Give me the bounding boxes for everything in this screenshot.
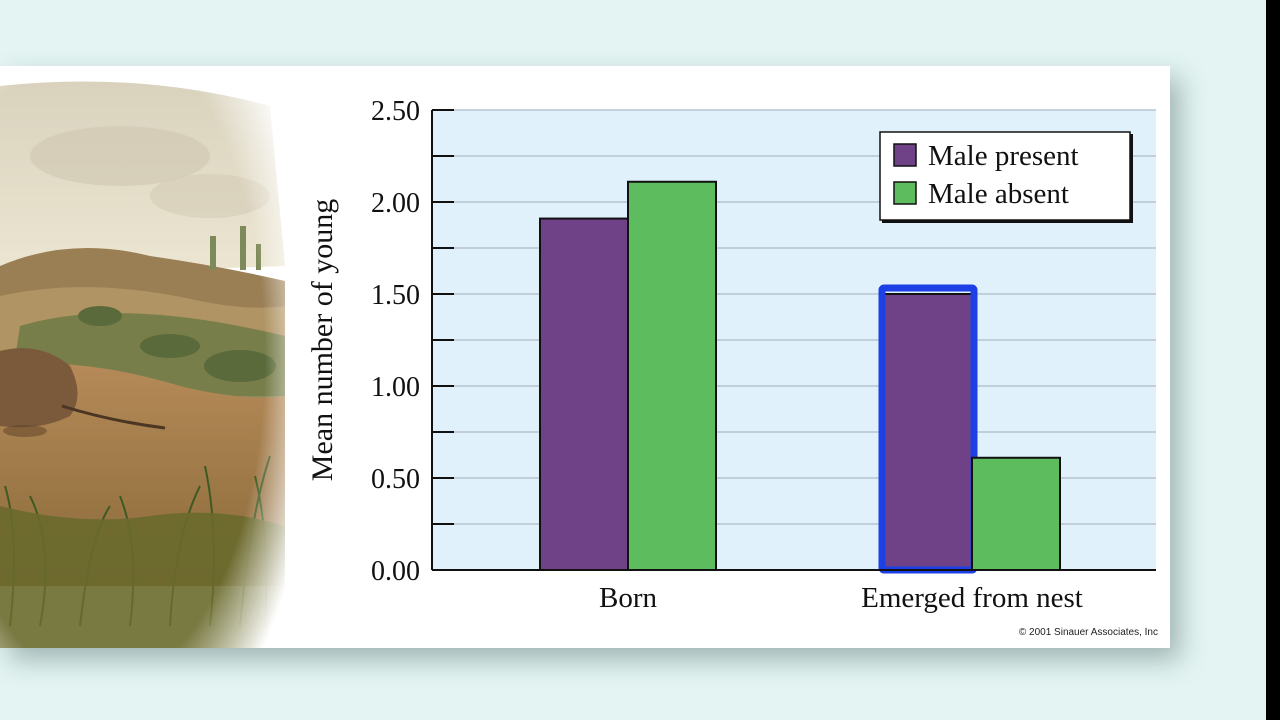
y-tick-label: 2.50 <box>371 96 420 127</box>
y-tick-label: 0.00 <box>371 556 420 587</box>
bar-male-present-born <box>539 217 629 571</box>
x-tick-label: Born <box>599 582 658 614</box>
legend-box <box>879 131 1131 221</box>
legend-label: Male absent <box>928 178 1069 210</box>
rodent-landscape-illustration <box>0 66 290 648</box>
bars <box>539 180 1061 574</box>
chart-area: 0.00 0.50 1.00 1.50 2.00 2.50 Born Emerged fro… <box>290 66 1170 648</box>
right-edge-strip <box>1266 0 1280 720</box>
y-tick-label: 1.00 <box>371 372 420 403</box>
bar-male-absent-born <box>627 180 717 571</box>
legend-swatch <box>893 181 917 205</box>
x-tick-label: Emerged from nest <box>861 582 1083 614</box>
y-tick-label: 0.50 <box>371 464 420 495</box>
bar-male-present-emerged-from-nest <box>883 293 973 571</box>
legend: Male present Male absent <box>879 131 1133 223</box>
legend-swatch <box>893 143 917 167</box>
legend-label: Male present <box>928 140 1079 172</box>
y-tick-label: 2.00 <box>371 188 420 219</box>
slide-panel: 0.00 0.50 1.00 1.50 2.00 2.50 Born Emerged fro… <box>0 66 1170 648</box>
bar-chart: 0.00 0.50 1.00 1.50 2.00 2.50 Born Emerged fro… <box>306 96 1156 614</box>
y-tick-label: 1.50 <box>371 280 420 311</box>
x-tick-labels: Born Emerged from nest <box>599 582 1083 614</box>
bar-male-absent-emerged-from-nest <box>971 456 1061 572</box>
y-ticks: 0.00 0.50 1.00 1.50 2.00 2.50 <box>371 96 454 587</box>
copyright-notice: © 2001 Sinauer Associates, Inc <box>1018 627 1158 638</box>
y-axis-label: Mean number of young <box>306 199 339 481</box>
